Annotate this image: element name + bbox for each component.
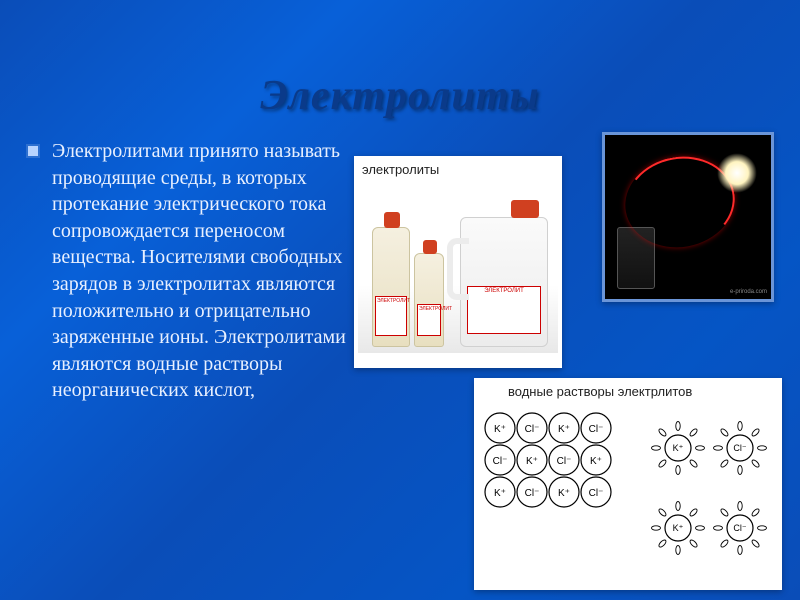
svg-text:Cl⁻: Cl⁻ — [733, 523, 746, 533]
bullet-icon — [28, 146, 38, 156]
svg-text:Cl⁻: Cl⁻ — [589, 424, 604, 435]
image-ion-diagram: водные растворы электрлитов K⁺ Cl⁻ K⁺ Cl⁻ Cl… — [474, 378, 782, 590]
svg-text:Cl⁻: Cl⁻ — [525, 488, 540, 499]
product-label: ЭЛЕКТРОЛИТ — [467, 286, 541, 334]
image-caption-ions: водные растворы электрлитов — [478, 382, 778, 405]
svg-text:K⁺: K⁺ — [558, 424, 570, 435]
product-label: ЭЛЕКТРОЛИТ — [375, 296, 407, 336]
svg-text:K⁺: K⁺ — [590, 456, 602, 467]
svg-text:Cl⁻: Cl⁻ — [733, 443, 746, 453]
svg-text:Cl⁻: Cl⁻ — [557, 456, 572, 467]
svg-text:K⁺: K⁺ — [673, 443, 684, 453]
image-lightbulb-experiment: e-priroda.com — [602, 132, 774, 302]
slide-title: Электролиты — [0, 0, 800, 120]
content-row: Электролитами принято называть проводящи… — [0, 120, 800, 404]
bottle-icon: ЭЛЕКТРОЛИТ — [372, 227, 410, 347]
svg-text:K⁺: K⁺ — [673, 523, 684, 533]
bottles-illustration: ЭЛЕКТРОЛИТ ЭЛЕКТРОЛИТ ЭЛЕКТРОЛИТ — [358, 183, 558, 353]
svg-text:K⁺: K⁺ — [558, 488, 570, 499]
body-paragraph: Электролитами принято называть проводящи… — [28, 138, 358, 404]
svg-text:K⁺: K⁺ — [494, 488, 506, 499]
bottle-icon: ЭЛЕКТРОЛИТ — [414, 253, 444, 347]
svg-text:Cl⁻: Cl⁻ — [493, 456, 508, 467]
jug-icon: ЭЛЕКТРОЛИТ — [460, 217, 548, 347]
images-column: e-priroda.com электролиты ЭЛЕКТРОЛИТ ЭЛЕ… — [358, 138, 772, 404]
image-watermark: e-priroda.com — [730, 289, 767, 295]
ion-lattice-svg: K⁺ Cl⁻ K⁺ Cl⁻ Cl⁻ K⁺ Cl⁻ K⁺ K⁺ Cl⁻ K⁺ Cl⁻ K⁺ Cl⁻ K⁺ Cl… — [478, 405, 778, 581]
text-column: Электролитами принято называть проводящи… — [28, 138, 358, 404]
product-label: ЭЛЕКТРОЛИТ — [417, 304, 441, 336]
lightbulb-icon — [717, 153, 757, 193]
image-caption-bottles: электролиты — [358, 160, 558, 183]
image-electrolyte-bottles: электролиты ЭЛЕКТРОЛИТ ЭЛЕКТРОЛИТ ЭЛЕКТР… — [354, 156, 562, 368]
svg-text:K⁺: K⁺ — [494, 424, 506, 435]
svg-text:Cl⁻: Cl⁻ — [589, 488, 604, 499]
svg-text:K⁺: K⁺ — [526, 456, 538, 467]
svg-text:Cl⁻: Cl⁻ — [525, 424, 540, 435]
